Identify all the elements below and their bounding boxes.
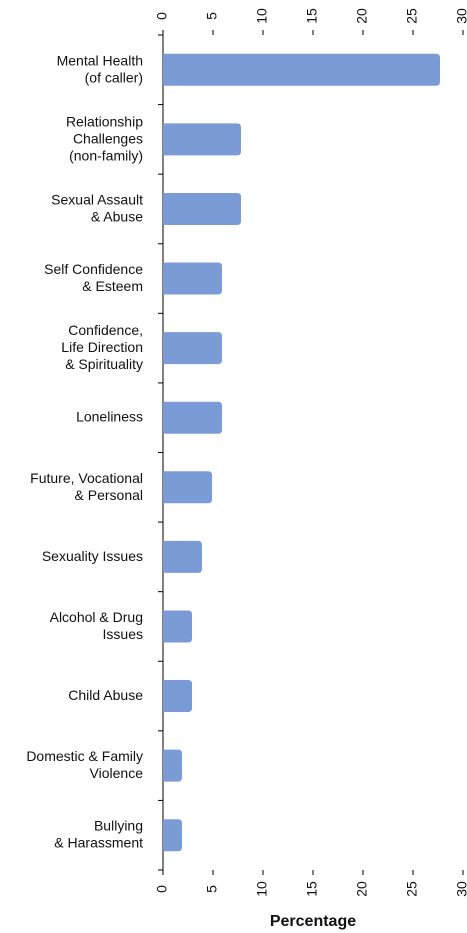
- y-tick-label: Loneliness: [76, 408, 143, 424]
- x-tick-label: 5: [204, 12, 220, 20]
- y-tick-label-line: (non-family): [69, 147, 143, 163]
- bar: [163, 332, 222, 365]
- y-tick-label-line: Self Confidence: [44, 261, 143, 277]
- x-tick-label: 15: [304, 881, 320, 897]
- y-tick-label-line: Violence: [90, 765, 144, 781]
- bar: [163, 540, 202, 573]
- y-tick-label-line: Bullying: [94, 817, 143, 833]
- x-tick-label: 5: [204, 885, 220, 893]
- y-tick-label: Sexual Assault & Abuse: [51, 191, 143, 224]
- bar: [163, 53, 440, 86]
- x-axis-title: Percentage: [270, 913, 356, 930]
- y-tick-label: Relationship Challenges (non-family): [66, 113, 143, 163]
- y-tick-label: Self Confidence & Esteem: [44, 261, 143, 294]
- y-tick-label-line: Child Abuse: [68, 687, 143, 703]
- y-tick-label: Bullying & Harassment: [54, 817, 143, 850]
- bar: [163, 680, 192, 713]
- y-tick-label-line: Issues: [103, 626, 143, 642]
- x-tick-label: 0: [154, 12, 170, 20]
- y-tick-label: Child Abuse: [68, 687, 143, 703]
- y-tick-label: Future, Vocational & Personal: [30, 469, 143, 502]
- y-tick-label-line: Alcohol & Drug: [50, 609, 143, 625]
- bar: [163, 610, 192, 643]
- y-tick-label-line: Domestic & Family: [26, 748, 143, 764]
- bar: [163, 123, 241, 156]
- y-tick-label-line: Confidence,: [68, 322, 143, 338]
- x-tick-label: 25: [404, 881, 420, 897]
- x-tick-label: 30: [454, 881, 467, 897]
- y-tick-label-line: Mental Health: [57, 52, 143, 68]
- bar: [163, 819, 182, 852]
- y-tick-label: Sexuality Issues: [42, 548, 143, 564]
- y-tick-label-line: & Harassment: [54, 834, 143, 850]
- bar: [163, 749, 182, 782]
- bar: [163, 192, 241, 225]
- x-tick-label: 30: [454, 8, 467, 24]
- y-tick-label-line: Life Direction: [61, 339, 143, 355]
- y-tick-label-line: & Spirituality: [65, 356, 143, 372]
- bar: [163, 262, 222, 295]
- y-tick-label: Confidence, Life Direction & Spirituality: [61, 322, 143, 372]
- y-tick-label-line: Sexuality Issues: [42, 548, 143, 564]
- x-tick-label: 10: [254, 881, 270, 897]
- x-tick-label: 25: [404, 8, 420, 24]
- y-tick-label: Alcohol & Drug Issues: [50, 609, 143, 642]
- y-tick-label-line: Relationship: [66, 113, 143, 129]
- y-tick-label: Domestic & Family Violence: [26, 748, 143, 781]
- x-tick-label: 15: [304, 8, 320, 24]
- y-tick-label-line: Loneliness: [76, 408, 143, 424]
- x-tick-label: 20: [354, 8, 370, 24]
- x-tick-label: 10: [254, 8, 270, 24]
- y-tick-label-line: Future, Vocational: [30, 469, 143, 485]
- y-tick-label-line: (of caller): [85, 69, 143, 85]
- bar: [163, 401, 222, 434]
- bar: [163, 471, 212, 504]
- y-tick-label-line: Challenges: [73, 130, 143, 146]
- y-tick-label-line: & Esteem: [82, 278, 143, 294]
- y-tick-label-line: & Abuse: [91, 208, 143, 224]
- x-tick-label: 20: [354, 881, 370, 897]
- y-tick-label-line: & Personal: [75, 486, 143, 502]
- y-tick-label: Mental Health (of caller): [57, 52, 143, 85]
- x-tick-label: 0: [154, 885, 170, 893]
- y-tick-label-line: Sexual Assault: [51, 191, 143, 207]
